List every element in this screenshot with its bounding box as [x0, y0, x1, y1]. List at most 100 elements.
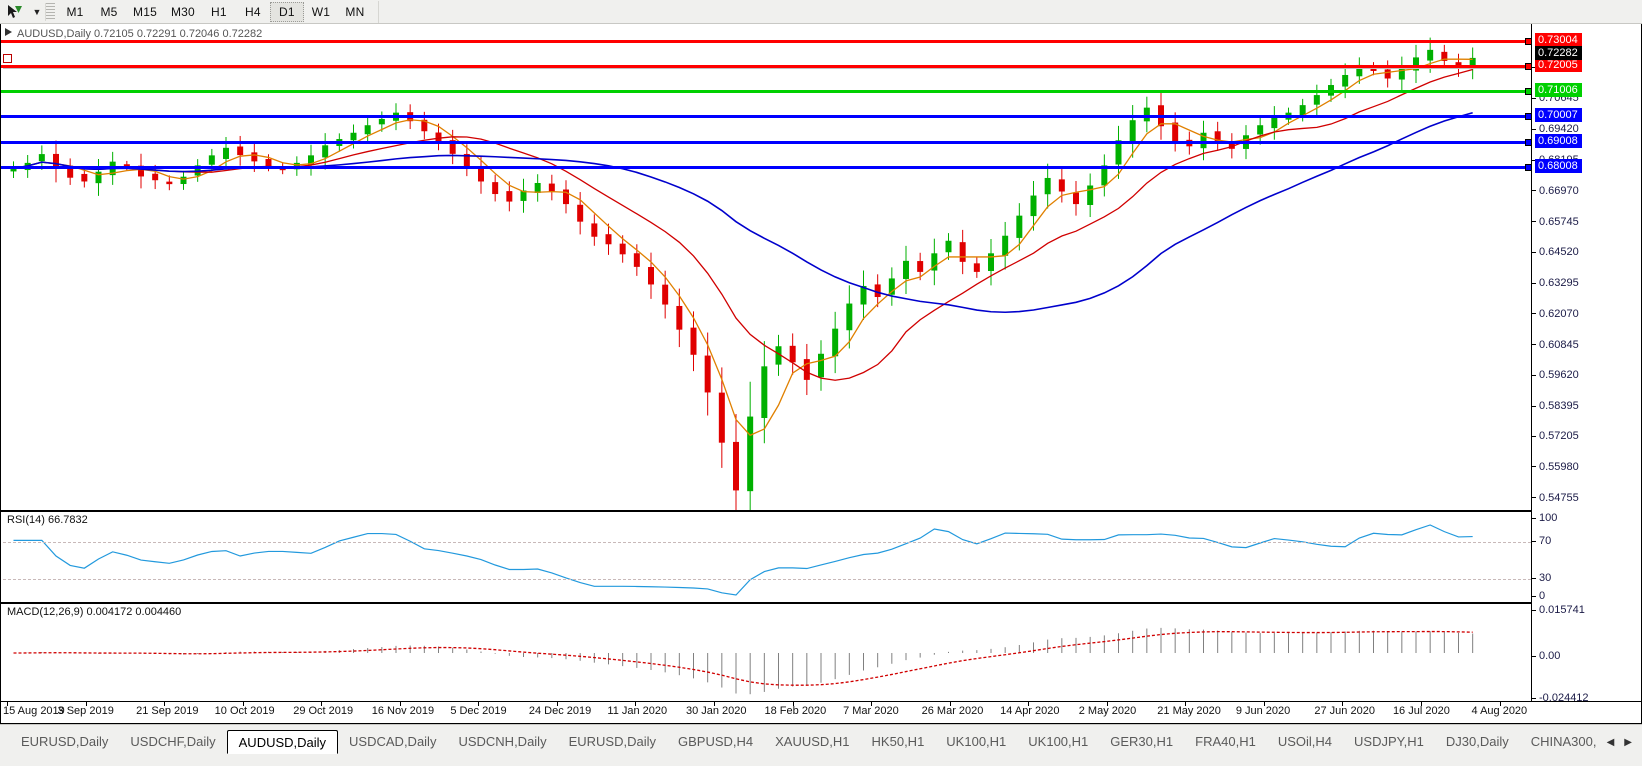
rsi-label: RSI(14) 66.7832: [7, 514, 88, 526]
time-tick: [635, 702, 637, 706]
time-tick: [556, 702, 558, 706]
time-label: 24 Dec 2019: [528, 705, 592, 717]
rsi-separator: [1, 510, 1641, 512]
chart-tab-dj30-daily[interactable]: DJ30,Daily: [1445, 734, 1509, 749]
indicator-tick: 70: [1532, 535, 1551, 547]
time-axis[interactable]: 15 Aug 2019 3 Sep 2019 21 Sep 2019 10 Oct 2…: [1, 701, 1641, 723]
level-price-label: 0.73004: [1535, 33, 1582, 48]
indicator-tick: 30: [1532, 572, 1551, 584]
toolbar-grip[interactable]: [45, 2, 55, 21]
time-label: 4 Aug 2020: [1471, 705, 1528, 717]
timeframe-h4[interactable]: H4: [245, 4, 261, 19]
time-tick: [1342, 702, 1344, 706]
time-label: 2 May 2020: [1078, 705, 1137, 717]
triangle-left-icon[interactable]: ◀: [1606, 736, 1615, 748]
timeframe-h1[interactable]: H1: [211, 4, 227, 19]
price-plot-area[interactable]: AUDUSD,Daily 0.72105 0.72291 0.72046 0.7…: [3, 24, 1533, 510]
price-tick: 0.69420: [1532, 123, 1579, 135]
rsi-level-30: [3, 579, 1531, 580]
time-tick: [321, 702, 323, 706]
chart-tab-china300-h1[interactable]: CHINA300,H1: [1530, 734, 1597, 749]
price-tick: 0.62070: [1532, 308, 1579, 320]
chart-tab-usdchf-daily[interactable]: USDCHF,Daily: [130, 734, 216, 749]
chart-tab-xauusd-h1[interactable]: XAUUSD,H1: [775, 734, 850, 749]
timeframe-d1[interactable]: D1: [269, 1, 304, 22]
chart-frame[interactable]: AUDUSD,Daily 0.72105 0.72291 0.72046 0.7…: [0, 24, 1642, 724]
timeframe-m15[interactable]: M15: [133, 4, 157, 19]
timeframe-group: M1 M5 M15 M30 H1 H4 D1 W1 MN: [58, 1, 372, 23]
symbol-header: AUDUSD,Daily 0.72105 0.72291 0.72046 0.7…: [17, 28, 263, 40]
time-tick: [399, 702, 401, 706]
level-anchor-box[interactable]: [3, 54, 12, 63]
price-tick: 0.66970: [1532, 185, 1579, 197]
toolbar-empty-area: [377, 0, 1642, 23]
cursor-arrow-icon[interactable]: [0, 1, 30, 23]
time-tick: [713, 702, 715, 706]
top-toolbar: ▼ M1 M5 M15 M30 H1 H4 D1 W1 MN: [0, 0, 1642, 24]
chart-tab-eurusd-daily[interactable]: EURUSD,Daily: [21, 734, 109, 749]
time-label: 27 Jun 2020: [1314, 705, 1375, 717]
price-axis[interactable]: 0.718760.706450.694200.681950.669700.657…: [1531, 24, 1641, 704]
timeframe-m30[interactable]: M30: [170, 4, 195, 19]
chart-tab-gbpusd-h4[interactable]: GBPUSD,H4: [677, 734, 754, 749]
timeframe-w1[interactable]: W1: [311, 4, 331, 19]
time-label: 15 Aug 2019: [3, 705, 65, 717]
level-price-label: 0.68008: [1535, 158, 1582, 173]
time-tick: [7, 702, 8, 706]
chart-tab-eurusd-daily[interactable]: EURUSD,Daily: [568, 734, 656, 749]
level-price-label: 0.72005: [1535, 58, 1582, 73]
time-tick: [1420, 702, 1422, 706]
time-label: 10 Oct 2019: [214, 705, 275, 717]
macd-label: MACD(12,26,9) 0.004172 0.004460: [7, 606, 182, 618]
chevron-down-icon[interactable]: ▼: [32, 6, 42, 17]
chart-tab-bar: EURUSD,Daily USDCHF,Daily AUDUSD,Daily USDC…: [0, 724, 1642, 766]
rsi-level-70: [3, 542, 1531, 543]
time-tick: [1106, 702, 1108, 706]
time-label: 14 Apr 2020: [1000, 705, 1060, 717]
price-tick: 0.58395: [1532, 400, 1579, 412]
chart-tab-uk100-h1[interactable]: UK100,H1: [946, 734, 1007, 749]
triangle-right-icon[interactable]: ▶: [1624, 736, 1632, 748]
chart-tab-audusd-daily[interactable]: AUDUSD,Daily: [226, 730, 339, 754]
chart-tab-uk100-h1[interactable]: UK100,H1: [1028, 734, 1089, 749]
chart-tab-ger30-h1[interactable]: GER30,H1: [1110, 734, 1174, 749]
chart-tab-hk50-h1[interactable]: HK50,H1: [871, 734, 925, 749]
time-label: 18 Feb 2020: [764, 705, 827, 717]
chart-tab-usdjpy-h1[interactable]: USDJPY,H1: [1354, 734, 1424, 749]
level-price-label: 0.71006: [1535, 83, 1582, 98]
price-tick: 0.59620: [1532, 369, 1579, 381]
time-label: 21 Sep 2019: [136, 705, 199, 717]
chart-tab-usoil-h4[interactable]: USOil,H4: [1277, 734, 1333, 749]
price-tick: 0.57205: [1532, 430, 1579, 442]
price-tick: 0.55980: [1532, 461, 1579, 473]
time-label: 9 Jun 2020: [1235, 705, 1291, 717]
price-candlesticks: [3, 37, 1533, 510]
time-label: 3 Sep 2019: [57, 705, 114, 717]
time-tick: [1028, 702, 1030, 706]
timeframe-m1[interactable]: M1: [66, 4, 84, 19]
time-tick: [1499, 702, 1501, 706]
chart-tab-usdcad-daily[interactable]: USDCAD,Daily: [349, 734, 437, 749]
price-tick: 0.63295: [1532, 277, 1579, 289]
time-tick: [1263, 702, 1265, 706]
chart-collapse-icon[interactable]: [5, 28, 12, 36]
time-tick: [792, 702, 794, 706]
time-label: 30 Jan 2020: [685, 705, 747, 717]
timeframe-m5[interactable]: M5: [100, 4, 118, 19]
time-tick: [164, 702, 166, 706]
price-tick: 0.60845: [1532, 339, 1579, 351]
price-tick: 0.54755: [1532, 492, 1579, 504]
level-price-label: 0.70007: [1535, 108, 1582, 123]
price-tick: 0.65745: [1532, 216, 1579, 228]
time-label: 21 May 2020: [1157, 705, 1221, 717]
time-label: 16 Jul 2020: [1392, 705, 1450, 717]
time-label: 7 Mar 2020: [843, 705, 899, 717]
time-tick: [242, 702, 244, 706]
chart-tab-fra40-h1[interactable]: FRA40,H1: [1195, 734, 1256, 749]
chart-tab-usdcnh-daily[interactable]: USDCNH,Daily: [458, 734, 547, 749]
chart-tabs: EURUSD,Daily USDCHF,Daily AUDUSD,Daily USDC…: [0, 730, 1597, 754]
indicator-tick: 100: [1532, 512, 1557, 524]
time-label: 5 Dec 2019: [450, 705, 507, 717]
timeframe-mn[interactable]: MN: [345, 4, 365, 19]
